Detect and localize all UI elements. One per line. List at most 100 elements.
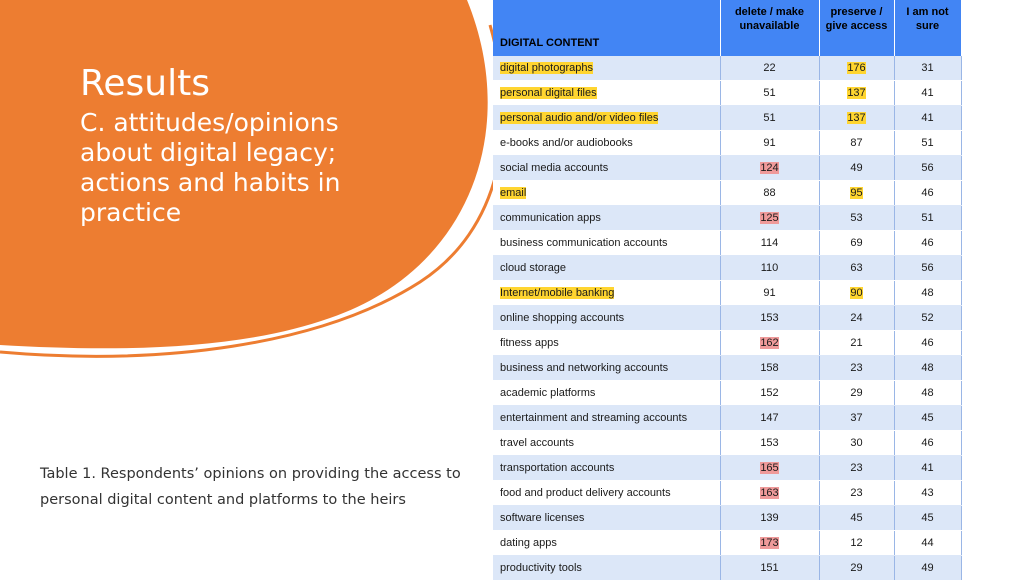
cell-content-name: email — [493, 180, 721, 206]
preserve-value: 21 — [850, 337, 863, 349]
unsure-value: 45 — [921, 512, 934, 524]
cell-unsure-count: 51 — [894, 205, 962, 231]
cell-delete-count: 110 — [720, 255, 820, 281]
cell-delete-count: 151 — [720, 555, 820, 581]
content-name: fitness apps — [500, 337, 559, 349]
delete-value: 51 — [763, 112, 776, 124]
cell-delete-count: 51 — [720, 80, 820, 106]
unsure-value: 44 — [921, 537, 934, 549]
cell-preserve-count: 23 — [819, 480, 895, 506]
delete-value: 153 — [760, 437, 779, 449]
header-delete: delete / make unavailable — [720, 0, 820, 56]
cell-unsure-count: 46 — [894, 230, 962, 256]
preserve-value: 23 — [850, 487, 863, 499]
table-body: digital photographs 22 176 31 personal digit… — [493, 56, 962, 581]
cell-delete-count: 162 — [720, 330, 820, 356]
cell-delete-count: 125 — [720, 205, 820, 231]
table-row: dating apps 173 12 44 — [493, 530, 962, 556]
delete-value: 110 — [760, 262, 779, 274]
preserve-value: 176 — [847, 62, 866, 74]
preserve-value: 12 — [850, 537, 863, 549]
cell-preserve-count: 23 — [819, 455, 895, 481]
delete-value: 162 — [760, 337, 779, 349]
table-row: business communication accounts 114 69 46 — [493, 230, 962, 256]
slide-title: Results — [80, 63, 210, 104]
preserve-value: 63 — [850, 262, 863, 274]
cell-content-name: academic platforms — [493, 380, 721, 406]
content-name: dating apps — [500, 537, 557, 549]
table-row: travel accounts 153 30 46 — [493, 430, 962, 456]
content-name: email — [500, 187, 527, 199]
preserve-value: 49 — [850, 162, 863, 174]
cell-preserve-count: 21 — [819, 330, 895, 356]
content-name: cloud storage — [500, 262, 567, 274]
unsure-value: 41 — [921, 462, 934, 474]
table-row: social media accounts 124 49 56 — [493, 155, 962, 181]
content-name: entertainment and streaming accounts — [500, 412, 688, 424]
cell-preserve-count: 63 — [819, 255, 895, 281]
cell-unsure-count: 45 — [894, 505, 962, 531]
cell-unsure-count: 31 — [894, 56, 962, 81]
cell-content-name: digital photographs — [493, 56, 721, 81]
cell-unsure-count: 49 — [894, 555, 962, 581]
unsure-value: 31 — [921, 62, 934, 74]
table-row: e-books and/or audiobooks 91 87 51 — [493, 130, 962, 156]
content-name: food and product delivery accounts — [500, 487, 671, 499]
content-name: personal digital files — [500, 87, 597, 99]
cell-preserve-count: 12 — [819, 530, 895, 556]
cell-preserve-count: 45 — [819, 505, 895, 531]
cell-unsure-count: 48 — [894, 280, 962, 306]
cell-preserve-count: 30 — [819, 430, 895, 456]
content-name: travel accounts — [500, 437, 574, 449]
delete-value: 139 — [760, 512, 779, 524]
table-row: cloud storage 110 63 56 — [493, 255, 962, 281]
cell-content-name: e-books and/or audiobooks — [493, 130, 721, 156]
preserve-value: 29 — [850, 387, 863, 399]
cell-delete-count: 153 — [720, 430, 820, 456]
cell-content-name: personal audio and/or video files — [493, 105, 721, 131]
cell-unsure-count: 48 — [894, 380, 962, 406]
cell-delete-count: 173 — [720, 530, 820, 556]
cell-content-name: cloud storage — [493, 255, 721, 281]
preserve-value: 30 — [850, 437, 863, 449]
cell-content-name: productivity tools — [493, 555, 721, 581]
unsure-value: 48 — [921, 387, 934, 399]
delete-value: 173 — [760, 537, 779, 549]
unsure-value: 56 — [921, 262, 934, 274]
preserve-value: 23 — [850, 462, 863, 474]
table-row: business and networking accounts 158 23 48 — [493, 355, 962, 381]
table-row: communication apps 125 53 51 — [493, 205, 962, 231]
preserve-value: 53 — [850, 212, 863, 224]
slide-subtitle: C. attitudes/opinions about digital lega… — [80, 108, 341, 227]
cell-unsure-count: 44 — [894, 530, 962, 556]
cell-unsure-count: 46 — [894, 180, 962, 206]
cell-content-name: entertainment and streaming accounts — [493, 405, 721, 431]
content-name: transportation accounts — [500, 462, 615, 474]
unsure-value: 49 — [921, 562, 934, 574]
delete-value: 165 — [760, 462, 779, 474]
cell-delete-count: 152 — [720, 380, 820, 406]
delete-value: 153 — [760, 312, 779, 324]
cell-delete-count: 153 — [720, 305, 820, 331]
cell-delete-count: 124 — [720, 155, 820, 181]
cell-unsure-count: 56 — [894, 155, 962, 181]
content-name: digital photographs — [500, 62, 593, 74]
cell-unsure-count: 56 — [894, 255, 962, 281]
content-name: personal audio and/or video files — [500, 112, 659, 124]
results-table: DIGITAL CONTENT delete / make unavailabl… — [493, 0, 962, 581]
table-row: productivity tools 151 29 49 — [493, 555, 962, 581]
preserve-value: 37 — [850, 412, 863, 424]
unsure-value: 43 — [921, 487, 934, 499]
delete-value: 114 — [760, 237, 779, 249]
cell-preserve-count: 49 — [819, 155, 895, 181]
preserve-value: 24 — [850, 312, 863, 324]
cell-preserve-count: 137 — [819, 105, 895, 131]
unsure-value: 52 — [921, 312, 934, 324]
cell-content-name: social media accounts — [493, 155, 721, 181]
cell-unsure-count: 46 — [894, 330, 962, 356]
table-row: Internet/mobile banking 91 90 48 — [493, 280, 962, 306]
cell-content-name: communication apps — [493, 205, 721, 231]
unsure-value: 51 — [921, 137, 934, 149]
unsure-value: 46 — [921, 437, 934, 449]
unsure-value: 46 — [921, 237, 934, 249]
